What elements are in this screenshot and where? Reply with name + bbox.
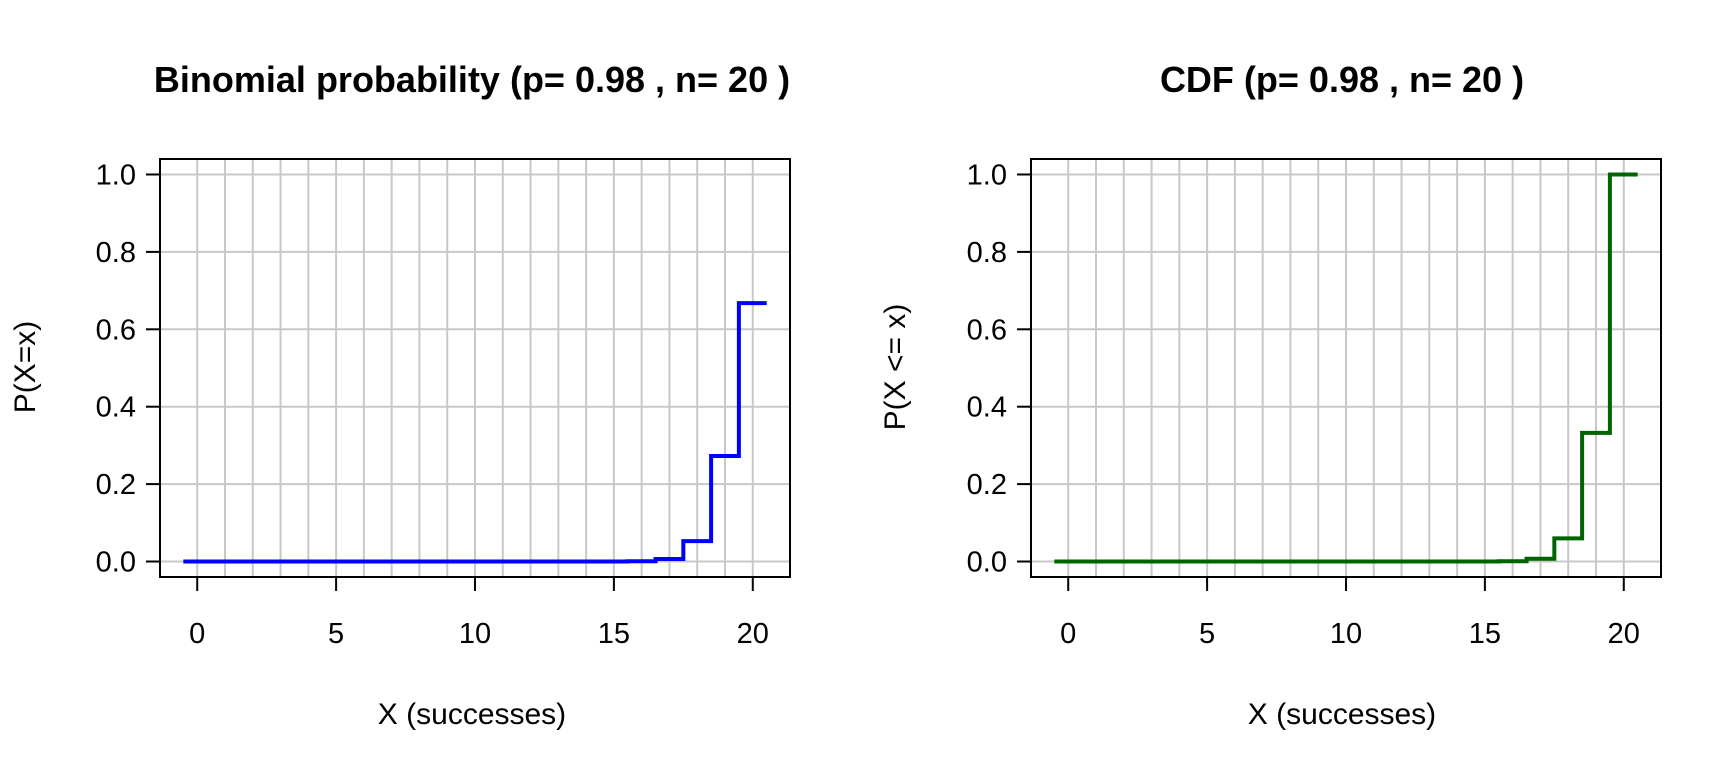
pmf-x-tick-label: 15 <box>598 618 630 650</box>
pmf-y-tick-label: 0.6 <box>96 314 136 346</box>
cdf-x-tick-label: 5 <box>1199 618 1215 650</box>
cdf-x-tick-label: 15 <box>1469 618 1501 650</box>
cdf-panel: CDF (p= 0.98 , n= 20 ) X (successes) P(X… <box>879 59 1662 731</box>
cdf-y-tick-label: 0.4 <box>967 392 1007 424</box>
cdf-title: CDF (p= 0.98 , n= 20 ) <box>1160 59 1524 100</box>
pmf-y-tick-label: 0.8 <box>96 237 136 269</box>
pmf-y-tick-label: 1.0 <box>96 159 136 191</box>
cdf-ticks: 0 5 10 15 20 0.0 0.2 0.4 0.6 0.8 1.0 <box>967 159 1640 650</box>
pmf-step-line <box>183 301 767 564</box>
cdf-x-tick-label: 10 <box>1330 618 1362 650</box>
cdf-y-tick-label: 0.2 <box>967 469 1007 501</box>
cdf-plot-frame <box>1030 158 1662 578</box>
cdf-grid <box>1031 159 1661 577</box>
cdf-y-tick-label: 0.8 <box>967 237 1007 269</box>
cdf-y-axis-label: P(X <= x) <box>879 304 912 431</box>
pmf-x-axis-label: X (successes) <box>378 698 566 731</box>
cdf-step-line <box>1054 172 1638 564</box>
cdf-x-axis-label: X (successes) <box>1248 698 1436 731</box>
cdf-x-tick-label: 20 <box>1608 618 1640 650</box>
cdf-y-tick-label: 0.6 <box>967 314 1007 346</box>
pmf-grid <box>160 159 790 577</box>
pmf-x-tick-label: 10 <box>459 618 491 650</box>
pmf-x-tick-label: 5 <box>328 618 344 650</box>
pmf-y-axis-label: P(X=x) <box>9 321 42 414</box>
pmf-y-tick-label: 0.2 <box>96 469 136 501</box>
pmf-panel: Binomial probability (p= 0.98 , n= 20 ) … <box>9 59 791 731</box>
cdf-y-tick-label: 0.0 <box>967 547 1007 579</box>
pmf-y-tick-label: 0.0 <box>96 547 136 579</box>
pmf-ticks: 0 5 10 15 20 0.0 0.2 0.4 0.6 0.8 1.0 <box>96 159 769 650</box>
cdf-x-tick-label: 0 <box>1060 618 1076 650</box>
pmf-plot-frame <box>159 158 791 578</box>
pmf-x-tick-label: 20 <box>737 618 769 650</box>
pmf-title: Binomial probability (p= 0.98 , n= 20 ) <box>154 59 790 100</box>
pmf-y-tick-label: 0.4 <box>96 392 136 424</box>
pmf-x-tick-label: 0 <box>189 618 205 650</box>
cdf-y-tick-label: 1.0 <box>967 159 1007 191</box>
